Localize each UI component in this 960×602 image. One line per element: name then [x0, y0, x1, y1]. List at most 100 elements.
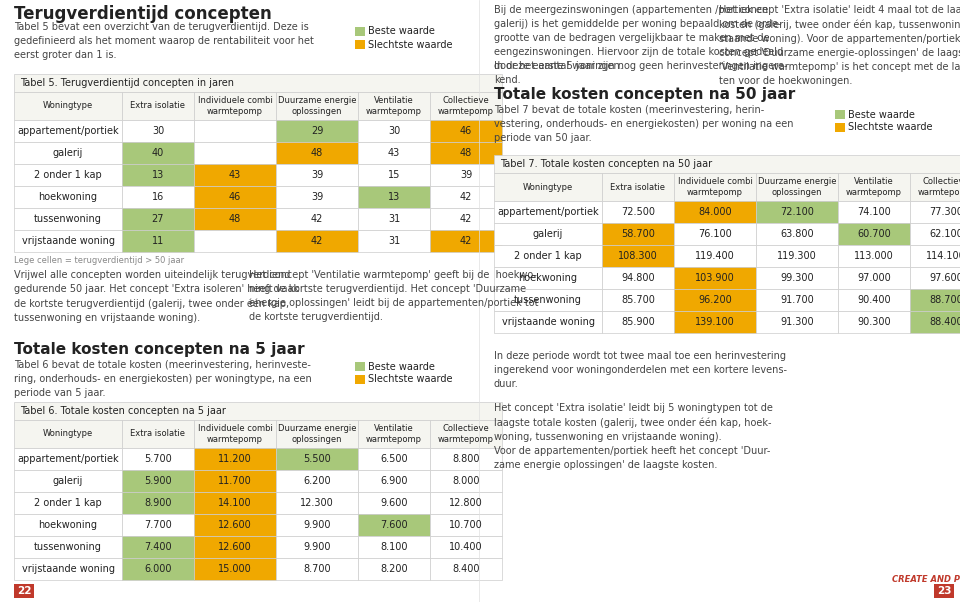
Text: Tabel 5 bevat een overzicht van de terugverdientijd. Deze is
gedefinieerd als he: Tabel 5 bevat een overzicht van de terug…: [14, 22, 314, 60]
Text: 119.300: 119.300: [778, 251, 817, 261]
FancyBboxPatch shape: [122, 164, 194, 186]
FancyBboxPatch shape: [756, 245, 838, 267]
FancyBboxPatch shape: [602, 311, 674, 333]
Text: 99.300: 99.300: [780, 273, 814, 283]
FancyBboxPatch shape: [358, 186, 430, 208]
Text: 30: 30: [152, 126, 164, 136]
Text: vrijstaande woning: vrijstaande woning: [21, 236, 114, 246]
FancyBboxPatch shape: [910, 267, 960, 289]
FancyBboxPatch shape: [674, 223, 756, 245]
FancyBboxPatch shape: [838, 223, 910, 245]
FancyBboxPatch shape: [194, 120, 276, 142]
FancyBboxPatch shape: [14, 492, 122, 514]
FancyBboxPatch shape: [358, 558, 430, 580]
FancyBboxPatch shape: [756, 289, 838, 311]
Text: 46: 46: [228, 192, 241, 202]
Text: Individuele combi
warmtepomp: Individuele combi warmtepomp: [198, 96, 273, 116]
Text: 31: 31: [388, 236, 400, 246]
Text: Woningtype: Woningtype: [523, 182, 573, 191]
FancyBboxPatch shape: [355, 362, 365, 371]
FancyBboxPatch shape: [14, 470, 122, 492]
FancyBboxPatch shape: [14, 536, 122, 558]
Text: 90.300: 90.300: [857, 317, 891, 327]
FancyBboxPatch shape: [838, 245, 910, 267]
FancyBboxPatch shape: [756, 311, 838, 333]
Text: Collectieve
warmtepomp: Collectieve warmtepomp: [438, 96, 494, 116]
Text: 27: 27: [152, 214, 164, 224]
Text: 14.100: 14.100: [218, 498, 252, 508]
FancyBboxPatch shape: [494, 173, 602, 201]
Text: 12.600: 12.600: [218, 542, 252, 552]
FancyBboxPatch shape: [122, 120, 194, 142]
Text: Tabel 6. Totale kosten concepten na 5 jaar: Tabel 6. Totale kosten concepten na 5 ja…: [20, 406, 226, 416]
FancyBboxPatch shape: [194, 186, 276, 208]
FancyBboxPatch shape: [14, 92, 122, 120]
Text: Tabel 7 bevat de totale kosten (meerinvestering, herin-
vestering, onderhouds- e: Tabel 7 bevat de totale kosten (meerinve…: [494, 105, 794, 143]
FancyBboxPatch shape: [430, 120, 502, 142]
Text: 5.700: 5.700: [144, 454, 172, 464]
FancyBboxPatch shape: [122, 92, 194, 120]
Text: Collectieve
warmtepomp: Collectieve warmtepomp: [918, 178, 960, 197]
Text: 10.400: 10.400: [449, 542, 483, 552]
Text: 16: 16: [152, 192, 164, 202]
Text: 6.000: 6.000: [144, 564, 172, 574]
Text: 6.200: 6.200: [303, 476, 331, 486]
Text: tussenwoning: tussenwoning: [34, 542, 102, 552]
Text: 84.000: 84.000: [698, 207, 732, 217]
Text: 42: 42: [460, 192, 472, 202]
FancyBboxPatch shape: [602, 173, 674, 201]
Text: Slechtste waarde: Slechtste waarde: [848, 122, 932, 132]
FancyBboxPatch shape: [122, 208, 194, 230]
FancyBboxPatch shape: [430, 492, 502, 514]
Text: 12.300: 12.300: [300, 498, 334, 508]
Text: 12.800: 12.800: [449, 498, 483, 508]
Text: Bij de meergezinswoningen (appartementen /portiek en
galerij) is het gemiddelde : Bij de meergezinswoningen (appartementen…: [494, 5, 783, 71]
Text: hoekwoning: hoekwoning: [38, 192, 98, 202]
Text: Lege cellen = terugverdientijd > 50 jaar: Lege cellen = terugverdientijd > 50 jaar: [14, 256, 184, 265]
FancyBboxPatch shape: [14, 584, 34, 598]
FancyBboxPatch shape: [494, 245, 602, 267]
Text: 43: 43: [228, 170, 241, 180]
Text: 119.400: 119.400: [695, 251, 734, 261]
FancyBboxPatch shape: [494, 155, 960, 173]
FancyBboxPatch shape: [934, 584, 954, 598]
Text: Het concept 'Extra isolatie' leidt bij 5 woningtypen tot de
laagste totale koste: Het concept 'Extra isolatie' leidt bij 5…: [494, 403, 773, 470]
Text: Individuele combi
warmtepomp: Individuele combi warmtepomp: [678, 178, 753, 197]
FancyBboxPatch shape: [910, 289, 960, 311]
FancyBboxPatch shape: [276, 448, 358, 470]
Text: 46: 46: [460, 126, 472, 136]
FancyBboxPatch shape: [838, 173, 910, 201]
FancyBboxPatch shape: [122, 448, 194, 470]
Text: 88.400: 88.400: [929, 317, 960, 327]
Text: 11: 11: [152, 236, 164, 246]
FancyBboxPatch shape: [276, 186, 358, 208]
FancyBboxPatch shape: [122, 230, 194, 252]
FancyBboxPatch shape: [430, 230, 502, 252]
Text: 2 onder 1 kap: 2 onder 1 kap: [515, 251, 582, 261]
Text: 96.200: 96.200: [698, 295, 732, 305]
Text: 8.200: 8.200: [380, 564, 408, 574]
Text: 91.700: 91.700: [780, 295, 814, 305]
Text: vrijstaande woning: vrijstaande woning: [501, 317, 594, 327]
FancyBboxPatch shape: [358, 420, 430, 448]
Text: 31: 31: [388, 214, 400, 224]
FancyBboxPatch shape: [14, 74, 502, 92]
Text: appartement/portiek: appartement/portiek: [17, 454, 119, 464]
FancyBboxPatch shape: [838, 311, 910, 333]
Text: 42: 42: [460, 214, 472, 224]
Text: 113.000: 113.000: [854, 251, 894, 261]
Text: Ventilatie
warmtepomp: Ventilatie warmtepomp: [366, 424, 422, 444]
FancyBboxPatch shape: [430, 164, 502, 186]
FancyBboxPatch shape: [358, 514, 430, 536]
Text: 85.700: 85.700: [621, 295, 655, 305]
FancyBboxPatch shape: [194, 92, 276, 120]
FancyBboxPatch shape: [194, 470, 276, 492]
FancyBboxPatch shape: [674, 245, 756, 267]
Text: 9.900: 9.900: [303, 542, 331, 552]
Text: 15: 15: [388, 170, 400, 180]
FancyBboxPatch shape: [430, 558, 502, 580]
Text: 48: 48: [311, 148, 324, 158]
FancyBboxPatch shape: [494, 311, 602, 333]
Text: Tabel 5. Terugverdientijd concepten in jaren: Tabel 5. Terugverdientijd concepten in j…: [20, 78, 234, 88]
Text: 8.100: 8.100: [380, 542, 408, 552]
